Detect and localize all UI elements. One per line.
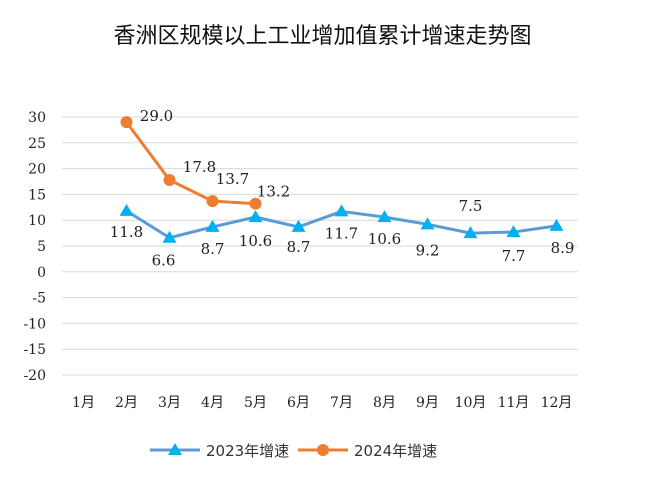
legend-item-2024: 2024年增速: [298, 438, 437, 462]
y-tick-label: -15: [23, 342, 46, 358]
data-label-2023: 10.6: [368, 230, 401, 248]
legend-item-2023: 2023年增速: [150, 438, 289, 462]
x-tick-label: 1月: [72, 395, 95, 411]
data-point-2023: [119, 203, 134, 216]
y-tick-label: -20: [23, 368, 46, 384]
data-label-2023: 10.6: [239, 232, 272, 250]
data-point-2023: [248, 210, 263, 223]
data-label-2023: 8.7: [287, 238, 311, 256]
data-point-2023: [162, 230, 177, 243]
x-tick-label: 10月: [455, 395, 487, 411]
data-point-2024: [120, 116, 133, 129]
data-point-2023: [506, 225, 521, 238]
y-tick-label: 0: [37, 265, 46, 281]
data-label-2024: 29.0: [140, 107, 173, 125]
data-label-2023: 8.7: [201, 240, 225, 258]
y-tick-label: 25: [28, 136, 46, 152]
chart-legend: 2023年增速 2024年增速: [0, 438, 645, 462]
data-point-2024: [249, 197, 262, 210]
y-tick-label: -10: [23, 316, 46, 332]
y-tick-label: -5: [32, 291, 46, 307]
x-tick-label: 8月: [373, 395, 396, 411]
data-label-2023: 7.5: [459, 197, 483, 215]
y-tick-label: 5: [37, 239, 46, 255]
data-point-2024: [206, 195, 219, 208]
data-label-2024: 13.2: [257, 183, 290, 201]
data-label-2023: 7.7: [502, 247, 526, 265]
x-tick-label: 11月: [498, 395, 530, 411]
data-label-2024: 13.7: [216, 170, 249, 188]
data-point-2023: [420, 217, 435, 230]
data-point-2023: [549, 218, 564, 231]
x-tick-label: 12月: [541, 395, 573, 411]
data-label-2023: 6.6: [152, 252, 176, 270]
data-label-2023: 11.8: [110, 223, 143, 241]
x-tick-label: 9月: [416, 395, 439, 411]
legend-label-2024: 2024年增速: [354, 441, 438, 460]
chart-title: 香洲区规模以上工业增加值累计增速走势图: [113, 24, 532, 49]
data-point-2023: [463, 226, 478, 239]
data-point-2023: [205, 219, 220, 232]
y-tick-label: 15: [28, 187, 46, 203]
y-tick-label: 30: [28, 110, 46, 126]
legend-label-2023: 2023年增速: [206, 441, 290, 460]
data-point-2023: [377, 210, 392, 223]
data-point-2023: [291, 219, 306, 232]
x-tick-label: 3月: [158, 395, 181, 411]
data-label-2023: 11.7: [325, 224, 358, 242]
data-point-2024: [163, 173, 176, 186]
x-tick-label: 7月: [330, 395, 353, 411]
data-point-2023: [334, 204, 349, 217]
x-tick-label: 6月: [287, 395, 310, 411]
data-label-2024: 17.8: [183, 158, 216, 176]
x-tick-label: 4月: [201, 395, 224, 411]
x-tick-label: 2月: [115, 395, 138, 411]
series-line-2024: [125, 121, 256, 206]
legend-swatch-2024: [298, 444, 348, 456]
x-tick-label: 5月: [244, 395, 267, 411]
data-label-2023: 9.2: [416, 241, 440, 259]
legend-swatch-2023: [150, 443, 200, 455]
y-tick-label: 10: [28, 213, 46, 229]
data-label-2023: 8.9: [551, 239, 575, 257]
y-tick-label: 20: [28, 162, 46, 178]
